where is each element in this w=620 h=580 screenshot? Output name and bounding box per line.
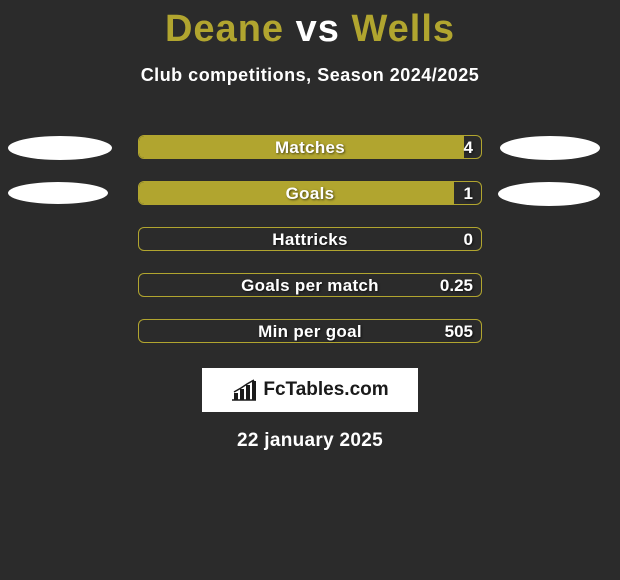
stat-row: Goals1 bbox=[0, 170, 620, 216]
stat-bar: Goals per match0.25 bbox=[138, 273, 482, 297]
stat-value: 4 bbox=[464, 138, 473, 158]
stat-value: 0 bbox=[464, 230, 473, 250]
stat-row: Goals per match0.25 bbox=[0, 262, 620, 308]
player2-badge bbox=[500, 136, 600, 160]
stat-row: Min per goal505 bbox=[0, 308, 620, 354]
date-label: 22 january 2025 bbox=[0, 430, 620, 452]
stat-label: Matches bbox=[139, 138, 481, 158]
stat-bar: Min per goal505 bbox=[138, 319, 482, 343]
comparison-title: Deane vs Wells bbox=[0, 0, 620, 51]
player2-name: Wells bbox=[351, 8, 455, 50]
logo-text: FcTables.com bbox=[263, 379, 388, 401]
player1-badge bbox=[8, 182, 108, 204]
subtitle: Club competitions, Season 2024/2025 bbox=[0, 65, 620, 86]
stat-row: Hattricks0 bbox=[0, 216, 620, 262]
stat-bar: Matches4 bbox=[138, 135, 482, 159]
stat-bar: Goals1 bbox=[138, 181, 482, 205]
stat-label: Goals bbox=[139, 184, 481, 204]
vs-separator: vs bbox=[296, 8, 340, 50]
bar-chart-icon bbox=[231, 379, 257, 401]
stat-value: 0.25 bbox=[440, 276, 473, 296]
stat-bar: Hattricks0 bbox=[138, 227, 482, 251]
stat-label: Min per goal bbox=[139, 322, 481, 342]
stat-row: Matches4 bbox=[0, 124, 620, 170]
player1-name: Deane bbox=[165, 8, 284, 50]
stat-value: 1 bbox=[464, 184, 473, 204]
player2-badge bbox=[498, 182, 600, 206]
stat-label: Hattricks bbox=[139, 230, 481, 250]
player1-badge bbox=[8, 136, 112, 160]
logo-box[interactable]: FcTables.com bbox=[202, 368, 418, 412]
stats-container: Matches4Goals1Hattricks0Goals per match0… bbox=[0, 124, 620, 354]
stat-label: Goals per match bbox=[139, 276, 481, 296]
stat-value: 505 bbox=[445, 322, 473, 342]
